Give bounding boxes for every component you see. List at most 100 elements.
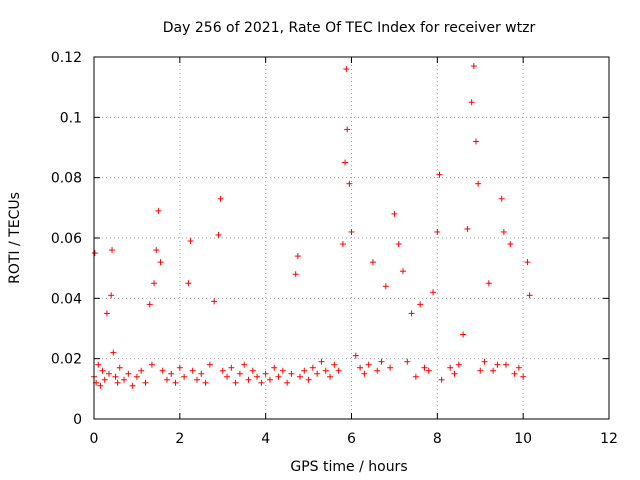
data-point [451,370,458,377]
data-point [511,370,518,377]
data-point [262,370,269,377]
data-point [189,367,196,374]
data-point [151,280,158,287]
data-point [217,195,224,202]
data-point [101,376,108,383]
data-point [378,358,385,365]
data-point [106,370,113,377]
data-point [148,361,155,368]
data-point [408,310,415,317]
data-point [266,376,273,383]
data-point [241,361,248,368]
data-point [327,373,334,380]
data-point [97,382,104,389]
data-point [219,367,226,374]
data-point [335,367,342,374]
data-point [430,289,437,296]
data-point [481,358,488,365]
y-axis-label: ROTI / TECUs [7,192,23,284]
x-tick-label: 10 [514,431,532,447]
data-point [138,367,145,374]
data-point [365,361,372,368]
data-point [228,364,235,371]
data-point [526,292,533,299]
data-point [346,180,353,187]
data-point [500,228,507,235]
data-point [314,370,321,377]
data-point [114,379,121,386]
data-point [391,210,398,217]
x-tick-label: 0 [90,431,99,447]
data-point [322,367,329,374]
data-point [168,370,175,377]
data-point [198,370,205,377]
data-point [339,241,346,248]
data-point [485,280,492,287]
data-point [95,361,102,368]
data-point [215,231,222,238]
data-point [187,238,194,245]
data-point [129,382,136,389]
data-point [254,373,261,380]
data-point [524,259,531,266]
x-tick-labels: 0 2 4 6 8 10 12 [90,431,618,447]
data-point [412,373,419,380]
data-point [425,367,432,374]
data-points [91,63,533,389]
data-point [133,373,140,380]
data-point [520,373,527,380]
y-tick-label: 0.04 [51,291,82,307]
x-tick-label: 8 [433,431,442,447]
data-point [395,241,402,248]
data-point [477,367,484,374]
data-point [206,361,213,368]
y-tick-label: 0.02 [51,352,82,368]
data-point [436,171,443,178]
data-point [382,283,389,290]
data-point [515,364,522,371]
data-point [447,364,454,371]
data-point [103,310,110,317]
data-point [387,364,394,371]
data-point [108,292,115,299]
data-point [159,367,166,374]
data-point [344,126,351,133]
x-tick-label: 12 [600,431,618,447]
data-point [236,370,243,377]
data-point [245,376,252,383]
data-point [470,63,477,70]
y-tick-label: 0.08 [51,171,82,187]
y-tick-label: 0.1 [60,110,82,126]
data-point [318,358,325,365]
data-point [309,364,316,371]
data-point [275,373,282,380]
data-point [288,370,295,377]
data-point [292,271,299,278]
data-point [284,379,291,386]
grid [94,57,609,419]
data-point [125,370,132,377]
data-point [202,379,209,386]
data-point [342,159,349,166]
data-point [155,207,162,214]
data-point [490,367,497,374]
data-point [211,298,218,305]
x-tick-label: 4 [261,431,270,447]
data-point [258,379,265,386]
data-point [369,259,376,266]
data-point [468,99,475,106]
data-point [357,364,364,371]
data-point [404,358,411,365]
data-point [305,376,312,383]
data-point [507,241,514,248]
data-point [153,247,160,254]
y-tick-labels: 0 0.02 0.04 0.06 0.08 0.1 0.12 [51,50,82,428]
data-point [361,370,368,377]
data-point [109,247,116,254]
data-point [343,66,350,73]
data-point [331,361,338,368]
data-point [498,195,505,202]
data-point [438,376,445,383]
